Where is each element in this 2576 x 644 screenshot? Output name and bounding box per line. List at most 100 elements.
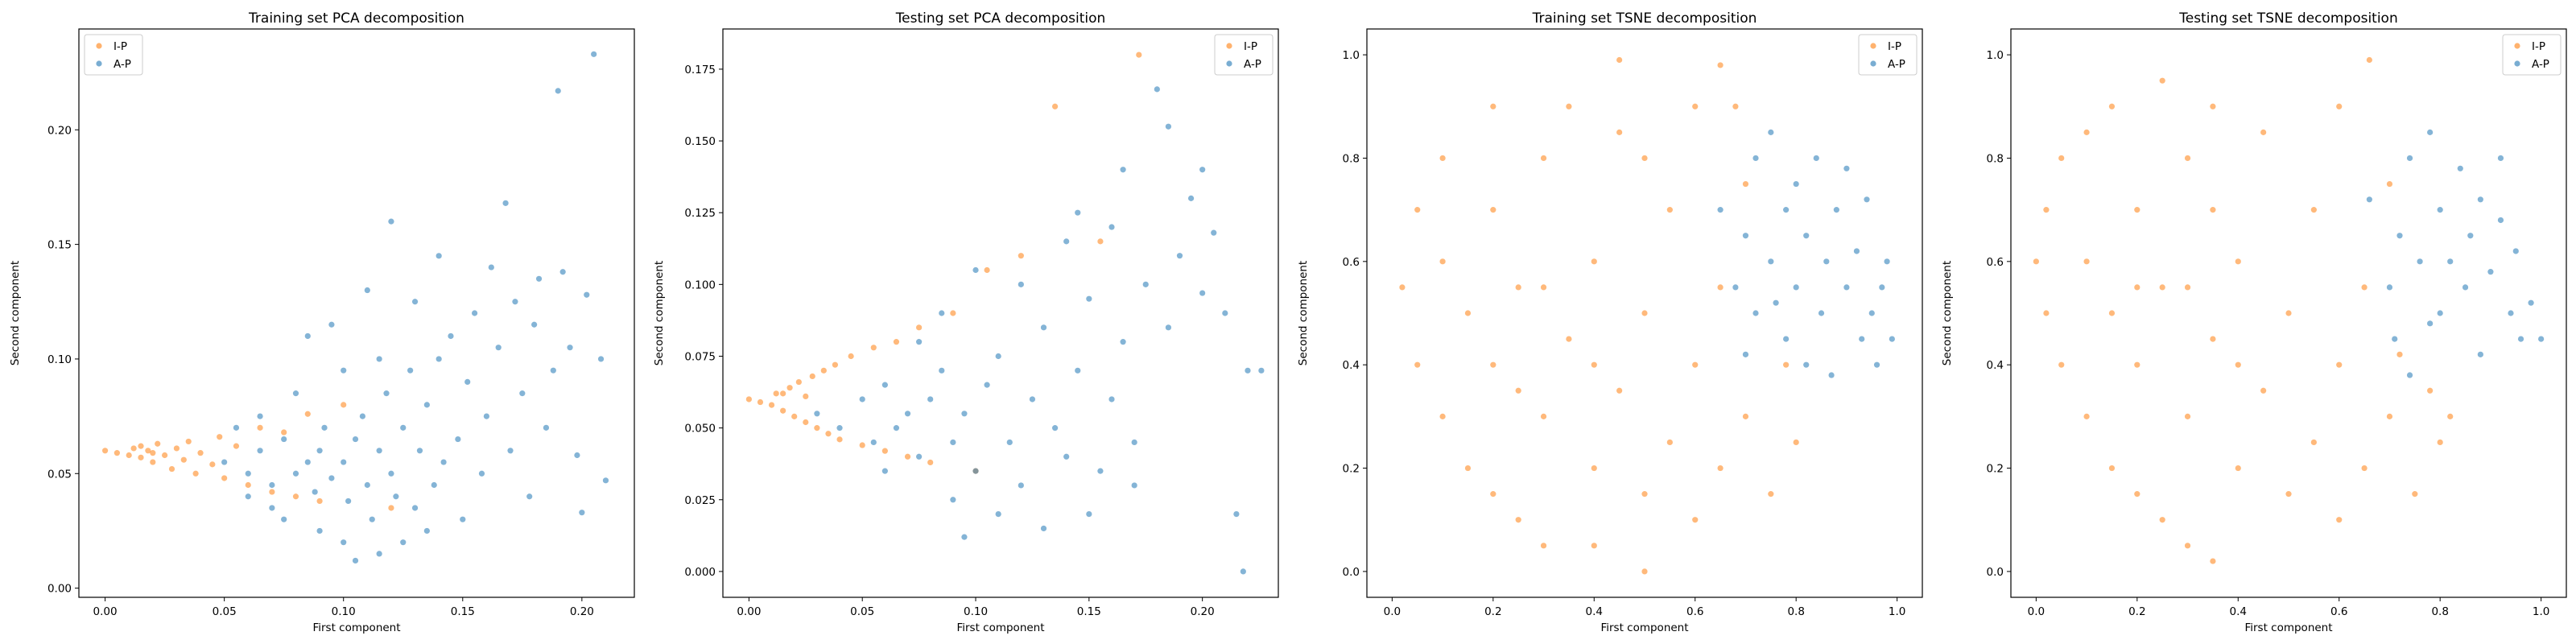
data-point-A-P xyxy=(312,489,318,495)
data-point-A-P xyxy=(1818,310,1825,316)
legend: I-P A-P xyxy=(84,34,143,76)
data-point-I-P xyxy=(1515,517,1521,523)
data-point-I-P xyxy=(832,361,839,368)
data-point-A-P xyxy=(881,382,888,388)
legend: I-P A-P xyxy=(2502,34,2562,76)
data-point-A-P xyxy=(2437,207,2443,213)
data-point-A-P xyxy=(1823,258,1830,265)
data-point-A-P xyxy=(1752,155,1759,162)
data-point-I-P xyxy=(1616,387,1623,394)
data-point-I-P xyxy=(304,411,311,417)
data-point-A-P xyxy=(455,436,461,443)
data-point-A-P xyxy=(388,218,394,225)
data-point-A-P xyxy=(281,516,287,522)
legend-marker-I-P xyxy=(2514,43,2520,49)
x-tick-label: 0.20 xyxy=(1191,605,1215,618)
data-point-I-P xyxy=(745,396,752,402)
data-point-A-P xyxy=(1142,281,1149,287)
data-point-A-P xyxy=(2497,155,2504,162)
data-point-I-P xyxy=(1732,103,1739,109)
data-point-I-P xyxy=(881,448,888,454)
data-point-I-P xyxy=(1641,155,1648,162)
data-point-I-P xyxy=(1717,62,1724,68)
y-tick-label: 0.150 xyxy=(684,135,716,148)
y-tick-label: 0.6 xyxy=(1343,256,1360,269)
data-point-A-P xyxy=(1868,310,1875,316)
data-point-A-P xyxy=(1006,439,1013,446)
data-point-A-P xyxy=(1240,568,1246,575)
data-point-A-P xyxy=(416,448,423,454)
data-point-A-P xyxy=(512,299,518,305)
data-point-A-P xyxy=(364,481,370,489)
data-point-I-P xyxy=(1692,361,1699,368)
legend-label-A-P: A-P xyxy=(2532,58,2549,71)
x-tick-label: 0.05 xyxy=(213,605,237,618)
data-point-A-P xyxy=(984,382,990,388)
data-point-A-P xyxy=(1199,167,1206,173)
data-point-A-P xyxy=(579,510,585,516)
y-tick-label: 0.6 xyxy=(1987,256,2004,269)
data-point-I-P xyxy=(2447,413,2454,419)
data-point-I-P xyxy=(2210,103,2216,109)
data-point-I-P xyxy=(1464,464,1472,472)
data-point-A-P xyxy=(376,551,382,557)
y-tick-label: 0.8 xyxy=(1343,152,1360,165)
data-point-I-P xyxy=(233,443,240,449)
data-point-A-P xyxy=(1165,324,1172,331)
data-point-A-P xyxy=(1843,284,1850,291)
data-point-A-P xyxy=(950,497,956,503)
data-point-A-P xyxy=(352,436,359,443)
data-point-I-P xyxy=(1591,464,1597,472)
data-point-I-P xyxy=(197,450,204,456)
data-point-A-P xyxy=(1086,295,1092,302)
data-point-A-P xyxy=(345,497,352,505)
data-point-A-P xyxy=(2427,129,2434,135)
data-point-I-P xyxy=(2260,387,2267,394)
data-point-A-P xyxy=(1029,396,1036,402)
data-point-A-P xyxy=(436,356,442,362)
legend-label-I-P: I-P xyxy=(1244,40,1257,53)
data-point-A-P xyxy=(559,269,566,275)
x-tick-label: 0.4 xyxy=(1586,605,1603,618)
data-point-I-P xyxy=(859,442,865,448)
data-point-I-P xyxy=(820,367,827,374)
x-tick-label: 0.15 xyxy=(1077,605,1101,618)
data-point-I-P xyxy=(1666,439,1673,446)
data-point-I-P xyxy=(803,393,809,400)
x-tick-label: 0.6 xyxy=(1686,605,1703,618)
data-point-I-P xyxy=(1399,284,1406,291)
data-point-I-P xyxy=(1540,543,1547,549)
data-point-I-P xyxy=(209,461,216,468)
chart-title: Testing set TSNE decomposition xyxy=(2178,10,2398,27)
data-point-A-P xyxy=(316,527,323,535)
data-point-I-P xyxy=(2083,129,2090,135)
x-axis-label: First component xyxy=(956,621,1044,634)
data-point-I-P xyxy=(341,402,347,408)
data-point-I-P xyxy=(2108,310,2116,316)
y-tick-label: 0.2 xyxy=(1987,463,2004,476)
data-point-A-P xyxy=(939,367,945,374)
data-point-I-P xyxy=(138,443,144,449)
data-point-A-P xyxy=(2447,258,2454,265)
data-point-A-P xyxy=(1853,248,1860,254)
chart-title: Testing set PCA decomposition xyxy=(895,10,1106,27)
data-point-I-P xyxy=(2285,491,2292,497)
x-tick-label: 0.0 xyxy=(1384,605,1401,618)
data-point-I-P xyxy=(1490,103,1496,109)
data-point-I-P xyxy=(180,456,187,463)
y-axis-label: Second component xyxy=(9,261,22,365)
data-point-A-P xyxy=(1040,525,1047,532)
data-point-A-P xyxy=(1086,510,1092,518)
y-tick-label: 0.8 xyxy=(1987,152,2004,165)
data-point-I-P xyxy=(2134,207,2140,213)
data-point-I-P xyxy=(126,452,132,459)
data-point-A-P xyxy=(1889,336,1895,342)
data-point-I-P xyxy=(2210,207,2216,213)
data-point-A-P xyxy=(1813,155,1819,162)
data-point-A-P xyxy=(972,468,979,474)
data-point-A-P xyxy=(591,51,597,57)
data-point-I-P xyxy=(1692,517,1699,523)
data-point-I-P xyxy=(1591,543,1597,549)
data-point-A-P xyxy=(1258,367,1265,374)
data-point-A-P xyxy=(1120,167,1126,173)
